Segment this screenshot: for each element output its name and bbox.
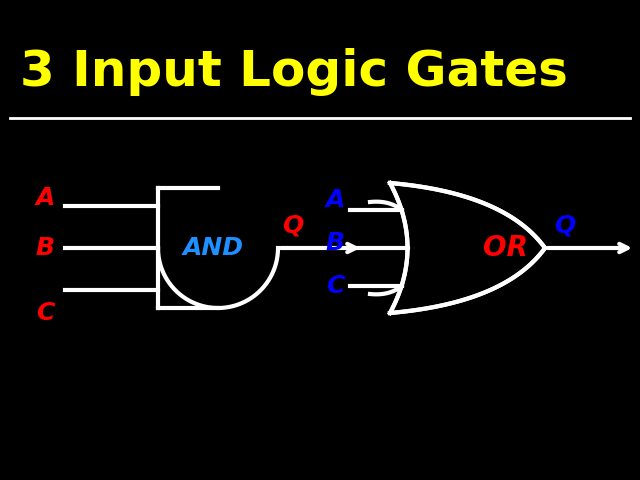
Text: 3 Input Logic Gates: 3 Input Logic Gates	[20, 48, 568, 96]
Text: Q: Q	[282, 214, 303, 238]
Text: A: A	[35, 186, 54, 210]
Text: OR: OR	[483, 234, 527, 262]
Text: C: C	[36, 301, 54, 325]
Text: C: C	[326, 274, 344, 298]
Text: Q: Q	[554, 214, 575, 238]
Polygon shape	[158, 188, 278, 308]
Text: A: A	[325, 188, 345, 212]
Polygon shape	[390, 183, 545, 313]
Text: B: B	[35, 236, 54, 260]
Text: AND: AND	[182, 236, 243, 260]
Text: B: B	[326, 231, 344, 255]
